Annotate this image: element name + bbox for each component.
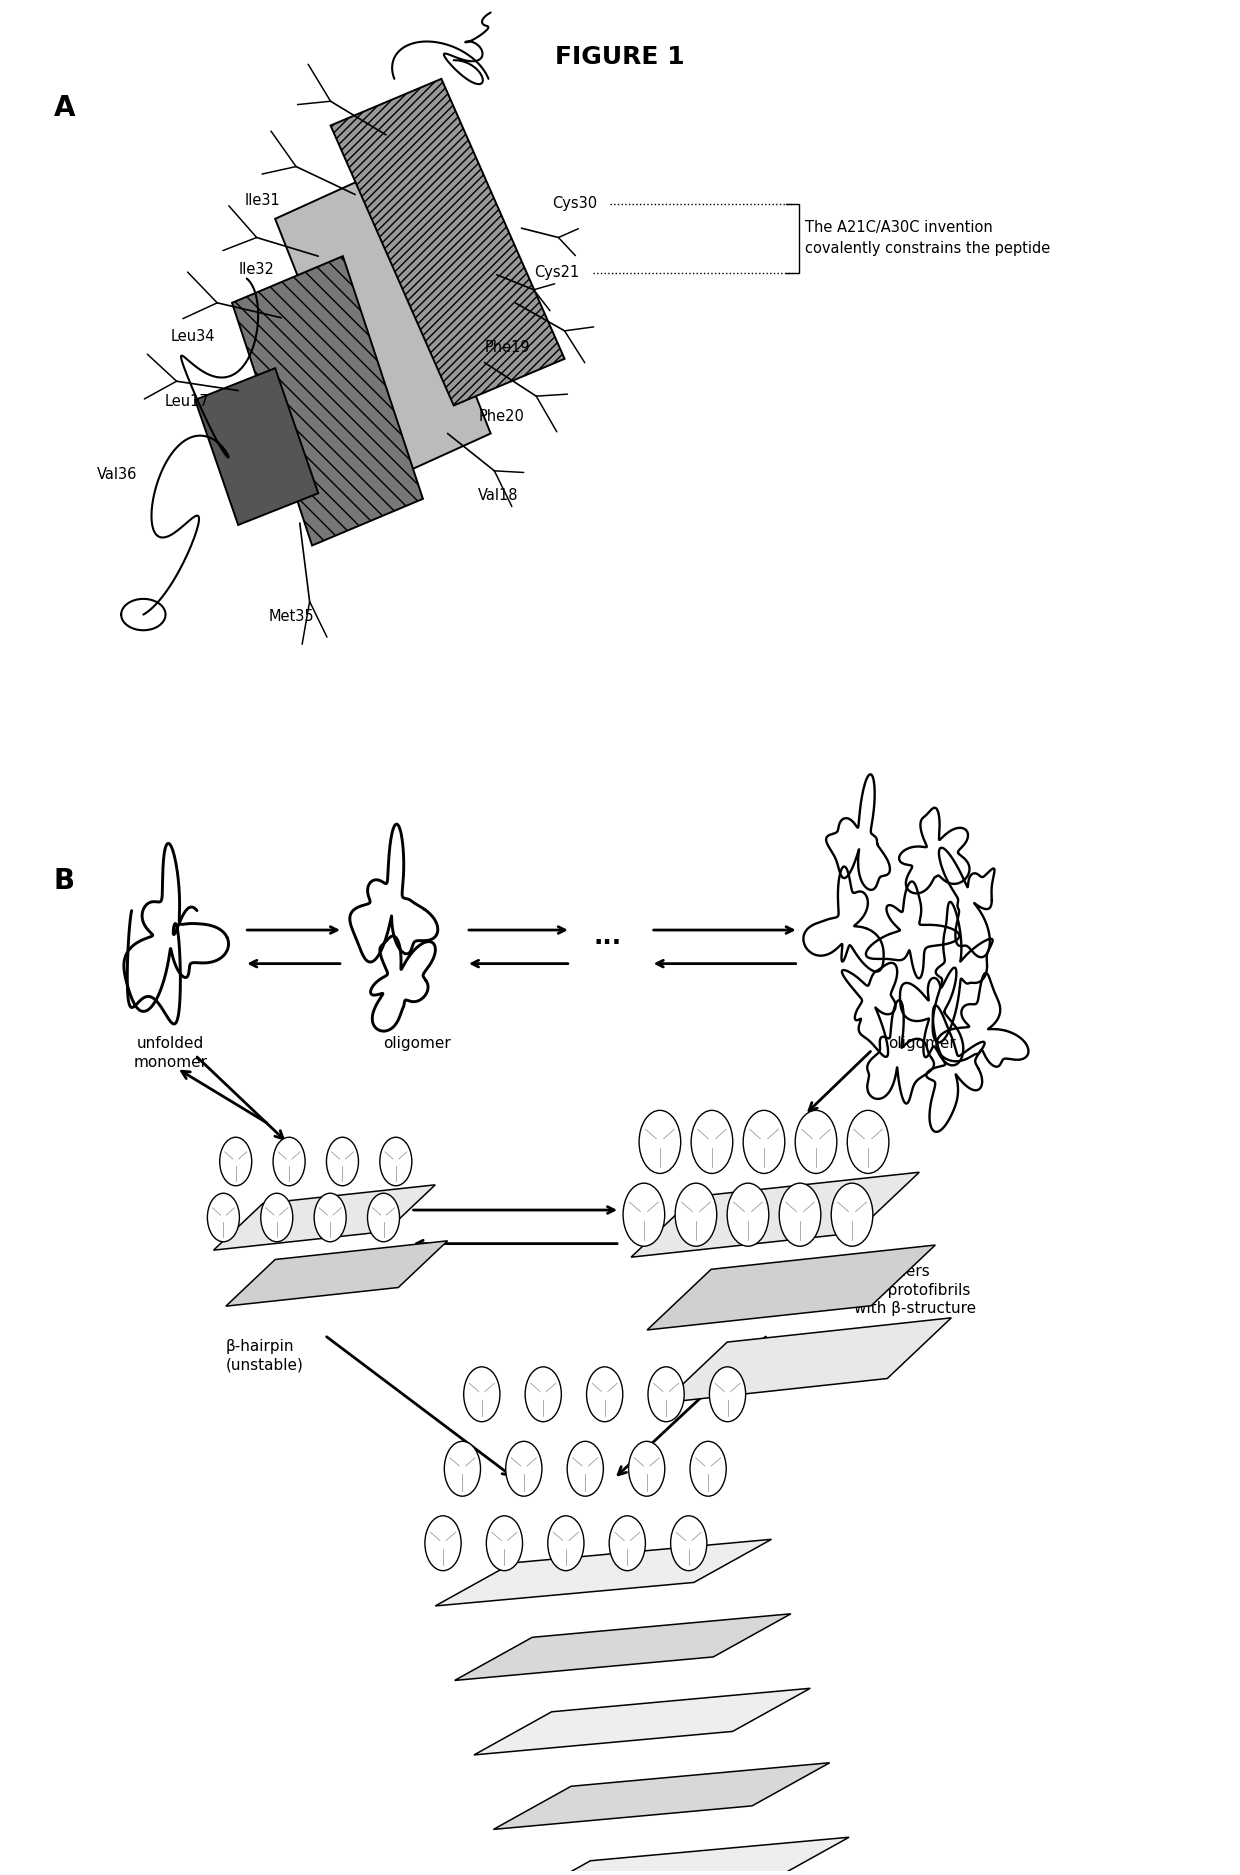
Circle shape	[609, 1515, 645, 1571]
Polygon shape	[195, 368, 319, 525]
Text: Phe20: Phe20	[479, 409, 525, 424]
Circle shape	[847, 1110, 889, 1174]
Circle shape	[525, 1367, 562, 1421]
Text: FIGURE 1: FIGURE 1	[556, 45, 684, 69]
Text: Leu17: Leu17	[164, 394, 210, 409]
Polygon shape	[631, 1172, 919, 1256]
Text: oligomer: oligomer	[888, 1037, 956, 1052]
Circle shape	[675, 1183, 717, 1247]
Circle shape	[587, 1367, 622, 1421]
Circle shape	[691, 1110, 733, 1174]
Circle shape	[314, 1192, 346, 1241]
Text: The A21C/A30C invention
covalently constrains the peptide: The A21C/A30C invention covalently const…	[805, 221, 1050, 257]
Circle shape	[795, 1110, 837, 1174]
Polygon shape	[474, 1688, 810, 1755]
Polygon shape	[647, 1245, 935, 1329]
Circle shape	[649, 1367, 684, 1421]
Circle shape	[326, 1138, 358, 1185]
Circle shape	[709, 1367, 745, 1421]
Text: Ile32: Ile32	[238, 262, 274, 277]
Text: fibril: fibril	[547, 1721, 582, 1736]
Circle shape	[831, 1183, 873, 1247]
Text: B: B	[53, 866, 74, 894]
Circle shape	[629, 1442, 665, 1496]
Circle shape	[367, 1192, 399, 1241]
Text: Leu34: Leu34	[170, 328, 215, 343]
Circle shape	[671, 1515, 707, 1571]
Polygon shape	[232, 257, 423, 546]
Circle shape	[425, 1515, 461, 1571]
Text: Met35: Met35	[269, 609, 315, 624]
Polygon shape	[494, 1762, 830, 1830]
Polygon shape	[513, 1838, 849, 1875]
Polygon shape	[663, 1318, 951, 1402]
Polygon shape	[435, 1539, 771, 1607]
Circle shape	[219, 1138, 252, 1185]
Circle shape	[486, 1515, 522, 1571]
Circle shape	[260, 1192, 293, 1241]
Text: Phe19: Phe19	[485, 339, 531, 354]
Circle shape	[689, 1442, 727, 1496]
Circle shape	[548, 1515, 584, 1571]
Polygon shape	[226, 1241, 448, 1307]
Polygon shape	[275, 169, 491, 484]
Circle shape	[207, 1192, 239, 1241]
Circle shape	[379, 1138, 412, 1185]
Text: Cys21: Cys21	[533, 266, 579, 281]
Circle shape	[639, 1110, 681, 1174]
Text: oligomer: oligomer	[383, 1037, 450, 1052]
Text: ...: ...	[594, 926, 621, 949]
Polygon shape	[213, 1185, 435, 1251]
Circle shape	[464, 1367, 500, 1421]
Text: oligomers
and protofibrils
with β-structure: oligomers and protofibrils with β-struct…	[854, 1264, 976, 1316]
Text: β-hairpin
(unstable): β-hairpin (unstable)	[226, 1339, 304, 1372]
Circle shape	[567, 1442, 604, 1496]
Circle shape	[727, 1183, 769, 1247]
Text: Ile31: Ile31	[244, 193, 280, 208]
Circle shape	[743, 1110, 785, 1174]
Circle shape	[622, 1183, 665, 1247]
Circle shape	[779, 1183, 821, 1247]
Text: A: A	[53, 94, 74, 122]
Circle shape	[444, 1442, 481, 1496]
Circle shape	[273, 1138, 305, 1185]
Text: Val18: Val18	[479, 488, 518, 502]
Circle shape	[506, 1442, 542, 1496]
Polygon shape	[455, 1614, 791, 1680]
Polygon shape	[331, 79, 564, 405]
Text: Val36: Val36	[97, 467, 136, 482]
Text: Cys30: Cys30	[552, 197, 598, 212]
Text: unfolded
monomer: unfolded monomer	[134, 1037, 207, 1071]
